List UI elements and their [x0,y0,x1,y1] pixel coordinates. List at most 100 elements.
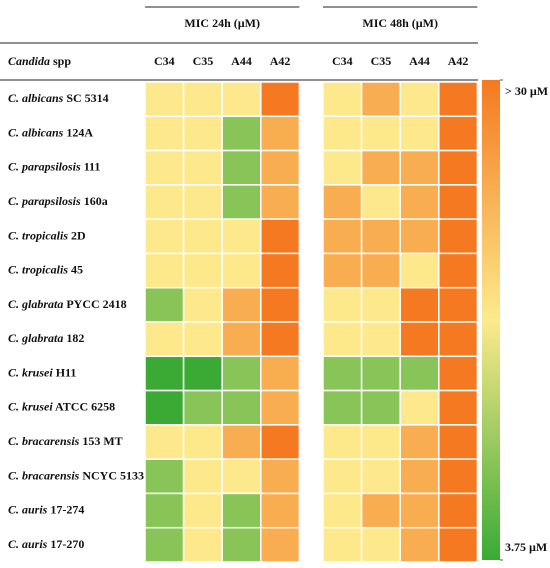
row-species: C. albicans [8,91,64,105]
heatmap-cell [144,321,185,358]
heatmap-cell [260,149,301,186]
row-species: C. auris [8,502,48,516]
row-strain: 111 [84,159,101,173]
heatmap-cell [360,458,401,495]
heatmap-cell [322,321,363,358]
colorbar-label: 3.75 µM [505,540,547,554]
heatmap-cell [399,424,440,460]
row-species: C. auris [8,537,48,551]
heatmap-cell [399,492,440,529]
heatmap-cell [438,184,479,220]
heatmap-cell [399,389,440,426]
heatmap-cell [438,526,479,563]
heatmap-cell [221,424,262,460]
heatmap-cell [144,355,185,392]
row-strain: 17-274 [50,502,84,516]
heatmap-cell [322,81,363,118]
row-strain: 160a [84,194,108,208]
heatmap-cell [144,115,185,152]
heatmap-cell [360,184,401,220]
heatmap-cell [260,252,301,289]
heatmap-cell [360,252,401,289]
heatmap-cell [399,526,440,563]
row-strain: H11 [56,365,77,379]
heatmap-cell [360,492,401,529]
row-label: C. auris 17-270 [8,537,84,551]
row-label: C. parapsilosis 160a [8,194,108,208]
row-label: C. tropicalis 2D [8,228,86,242]
heatmap-cell [221,115,262,152]
heatmap-cell [399,115,440,152]
heatmap-cell [182,492,223,529]
heatmap-cell [399,184,440,220]
heatmap-cell [322,424,363,460]
heatmap-cell [221,149,262,186]
heatmap-cell [182,115,223,152]
heatmap-cell [322,149,363,186]
row-label: C. krusei H11 [8,365,76,379]
group-title: MIC 48h (µM) [362,16,438,30]
heatmap-cell [360,321,401,358]
heatmap-cell [260,526,301,563]
heatmap-cell [322,492,363,529]
row-species: C. krusei [8,399,53,413]
row-strain: 45 [71,262,83,276]
heatmap-cell [221,184,262,220]
heatmap-cell [260,184,301,220]
row-label: C. albicans 124A [8,125,93,139]
heatmap-cell [438,286,479,323]
heatmap-cell [438,458,479,495]
row-strain: 153 MT [82,434,122,448]
heatmap-cell [260,321,301,358]
row-label: C. albicans SC 5314 [8,91,109,105]
row-strain: 2D [71,228,86,242]
group-title: MIC 24h (µM) [184,16,260,30]
heatmap-cell [182,81,223,118]
column-label: C34 [154,54,175,68]
heatmap-cell [260,424,301,460]
heatmap-cell [322,526,363,563]
row-species: C. bracarensis [8,434,80,448]
heatmap-cell [182,458,223,495]
heatmap-cell [144,389,185,426]
colorbar-label: > 30 µM [505,84,548,98]
heatmap-cell [360,389,401,426]
heatmap-cell [322,389,363,426]
heatmap-cell [399,252,440,289]
row-strain: ATCC 6258 [55,399,115,413]
heatmap-cell [260,115,301,152]
heatmap-cell [260,389,301,426]
heatmap-cell [221,218,262,255]
row-label: C. bracarensis NCYC 5133 [8,468,144,482]
heatmap-cell [260,286,301,323]
row-label: C. parapsilosis 111 [8,159,100,173]
heatmap-cell [144,252,185,289]
row-species: C. parapsilosis [8,194,81,208]
heatmap-cell [322,286,363,323]
heatmap-cell [221,492,262,529]
heatmap-cell [322,218,363,255]
heatmap-cell [144,184,185,220]
row-species: C. krusei [8,365,53,379]
heatmap-cell [260,218,301,255]
column-label: C35 [193,54,214,68]
heatmap-cell [221,321,262,358]
heatmap-cell [360,355,401,392]
heatmap-cell [399,321,440,358]
heatmap-cell [438,492,479,529]
heatmap-cell [221,526,262,563]
heatmap-cell [399,218,440,255]
row-species: C. tropicalis [8,262,68,276]
row-header: Candida spp [8,54,71,68]
heatmap-cell [360,149,401,186]
row-header-genus: Candida [8,54,50,68]
heatmap-cell [360,424,401,460]
heatmap-cell [144,526,185,563]
heatmap-cell [144,149,185,186]
heatmap-cell [360,218,401,255]
heatmap-cell [182,424,223,460]
heatmap-cell [438,355,479,392]
heatmap-cell [182,286,223,323]
heatmap-cell [360,526,401,563]
